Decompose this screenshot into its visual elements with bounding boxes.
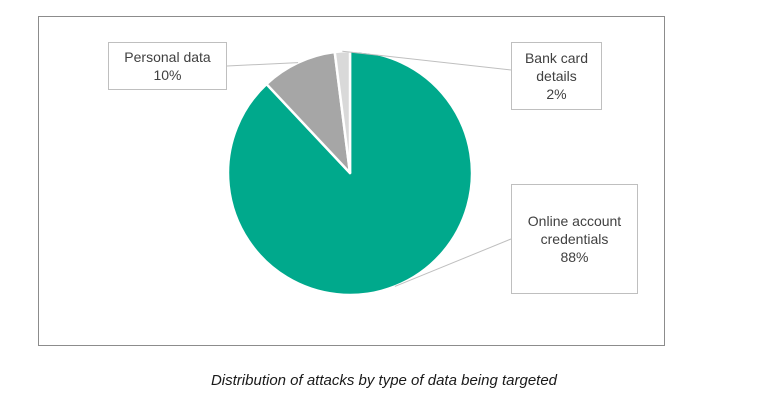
slice-value-label: 10% xyxy=(153,67,182,83)
slice-label-online-credentials: Online account credentials 88% xyxy=(511,184,638,294)
slice-label-line: Bank card xyxy=(524,50,589,66)
leader-line-online-credentials xyxy=(394,238,512,287)
slice-label-line: credentials xyxy=(540,231,609,247)
chart-caption: Distribution of attacks by type of data … xyxy=(210,372,558,389)
leader-line-personal-data xyxy=(226,62,299,67)
slice-label-personal-data: Personal data 10% xyxy=(108,42,227,90)
slice-label-line: Personal data xyxy=(124,49,211,65)
slice-personal-data xyxy=(265,50,352,175)
slice-label-line: Online account xyxy=(527,213,622,229)
slice-label-line: details xyxy=(536,68,577,84)
slice-value-label: 2% xyxy=(546,86,567,102)
slice-label-bank-card: Bank card details 2% xyxy=(511,42,602,110)
leader-line-bank-card xyxy=(342,50,512,71)
slice-bank-card xyxy=(333,49,352,175)
slice-value-label: 88% xyxy=(560,249,589,265)
